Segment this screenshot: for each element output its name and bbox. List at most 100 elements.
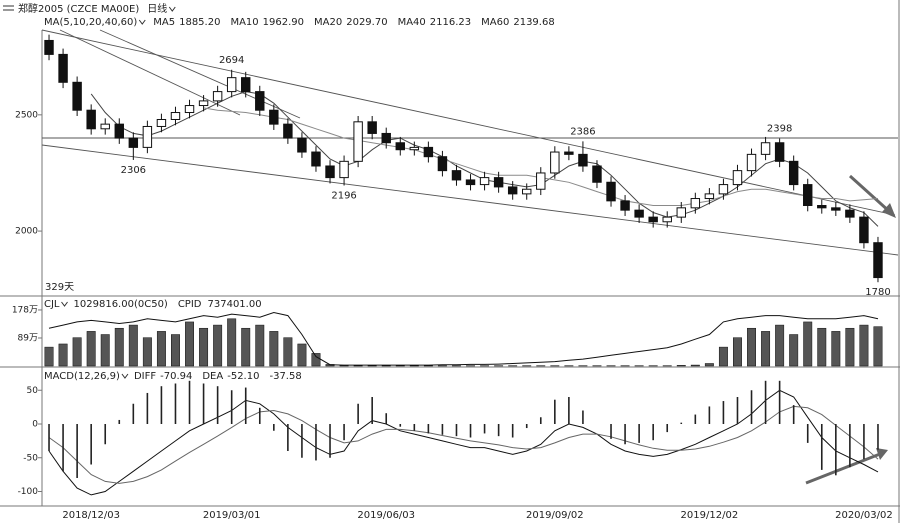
candle-body bbox=[86, 109, 96, 130]
volume-bar bbox=[58, 343, 68, 367]
x-tick-label: 2020/03/02 bbox=[835, 510, 893, 521]
candle-body bbox=[550, 151, 560, 174]
candle-body bbox=[718, 184, 729, 195]
trend-line bbox=[59, 29, 241, 116]
volume-bar bbox=[676, 365, 686, 367]
candle-body bbox=[859, 216, 869, 244]
candle-body bbox=[255, 91, 265, 111]
volume-bar bbox=[831, 331, 841, 367]
ma-name: MA5 bbox=[153, 17, 175, 28]
candle-body bbox=[451, 170, 462, 181]
candle-body bbox=[606, 181, 616, 202]
chart-title: 郑醇2005 (CZCE MA00E) bbox=[18, 2, 139, 15]
extreme-label: 2398 bbox=[767, 124, 792, 135]
candle-body bbox=[465, 179, 476, 186]
x-tick-label: 2019/06/03 bbox=[357, 510, 415, 521]
candle-body bbox=[831, 207, 841, 211]
volume-bar bbox=[803, 321, 813, 367]
candle-body bbox=[817, 205, 827, 209]
extreme-label: 2694 bbox=[219, 55, 244, 66]
candle-body bbox=[423, 146, 434, 158]
candle-body bbox=[620, 200, 630, 211]
volume-bar bbox=[255, 324, 265, 367]
indicator-label: MACD(12,26,9) bbox=[44, 371, 120, 382]
candle-body bbox=[845, 209, 855, 218]
candle-body bbox=[634, 209, 644, 218]
volume-bar bbox=[199, 327, 209, 367]
candle-body bbox=[114, 123, 124, 139]
volume-bar bbox=[213, 324, 223, 367]
period-label: 日线 bbox=[147, 2, 167, 15]
candle-body bbox=[564, 151, 574, 155]
indicator-name: CJL bbox=[44, 299, 60, 310]
volume-bar bbox=[171, 334, 180, 367]
candle-body bbox=[760, 142, 771, 155]
volume-bar bbox=[789, 334, 799, 367]
volume-bar bbox=[269, 331, 279, 367]
candle-body bbox=[241, 77, 251, 93]
candle-body bbox=[578, 153, 588, 167]
volume-bar bbox=[733, 337, 742, 367]
macd-line bbox=[48, 389, 879, 496]
candle-body bbox=[592, 165, 602, 183]
indicator-value: -37.58 bbox=[269, 371, 301, 382]
ma-value: 2029.70 bbox=[346, 17, 387, 28]
candle-body bbox=[142, 125, 153, 148]
volume-bar bbox=[761, 331, 771, 367]
candle-body bbox=[156, 118, 167, 127]
candle-body bbox=[704, 193, 715, 200]
candle-body bbox=[170, 112, 181, 120]
candle-body bbox=[437, 156, 448, 172]
ma-value: 1885.20 bbox=[179, 17, 220, 28]
indicator-name: CPID bbox=[178, 299, 202, 310]
volume-bar bbox=[44, 346, 54, 367]
candle-body bbox=[507, 186, 518, 195]
candle-body bbox=[311, 151, 321, 167]
candle-body bbox=[690, 198, 701, 209]
candle-body bbox=[522, 188, 532, 195]
y-tick-label: -100 bbox=[18, 487, 39, 497]
arrow-head bbox=[882, 203, 896, 218]
volume-bar bbox=[156, 331, 166, 367]
ma-name: MA60 bbox=[481, 17, 509, 28]
volume-bar bbox=[227, 318, 237, 367]
volume-bar bbox=[86, 331, 96, 367]
ma-value: 2116.23 bbox=[430, 17, 471, 28]
macd-line bbox=[48, 405, 879, 484]
y-tick-label: 0 bbox=[32, 420, 38, 430]
arrow bbox=[805, 452, 881, 485]
candle-body bbox=[212, 91, 223, 102]
arrow bbox=[848, 174, 892, 214]
ma-name: MA20 bbox=[314, 17, 342, 28]
extreme-label: 2196 bbox=[331, 191, 356, 202]
candle-body bbox=[72, 81, 82, 111]
volume-bar bbox=[718, 346, 728, 367]
x-tick-label: 2018/12/03 bbox=[62, 510, 120, 521]
candle-body bbox=[774, 142, 785, 162]
extreme-label: 2386 bbox=[570, 126, 595, 137]
candle-body bbox=[788, 160, 799, 186]
y-tick-label: 2500 bbox=[15, 110, 38, 120]
candle-body bbox=[339, 160, 349, 179]
dropdown-chevron bbox=[61, 301, 68, 307]
indicator-value: -70.94 bbox=[160, 371, 192, 382]
x-tick-label: 2019/03/01 bbox=[203, 510, 261, 521]
trend-lines bbox=[41, 29, 899, 485]
candle-body bbox=[297, 137, 307, 153]
volume-bar bbox=[100, 334, 110, 367]
volume-bar bbox=[845, 327, 855, 367]
candle-body bbox=[648, 216, 658, 223]
volume-bar bbox=[311, 353, 321, 367]
volume-bar bbox=[775, 324, 785, 367]
trend-line bbox=[99, 29, 301, 119]
x-tick-label: 2019/12/02 bbox=[681, 510, 739, 521]
extreme-label: 1780 bbox=[865, 287, 890, 298]
arrow-head bbox=[876, 448, 888, 460]
candle-body bbox=[873, 242, 883, 279]
candle-body bbox=[536, 172, 546, 190]
ma-value: 2139.68 bbox=[513, 17, 554, 28]
candle-body bbox=[198, 100, 209, 107]
